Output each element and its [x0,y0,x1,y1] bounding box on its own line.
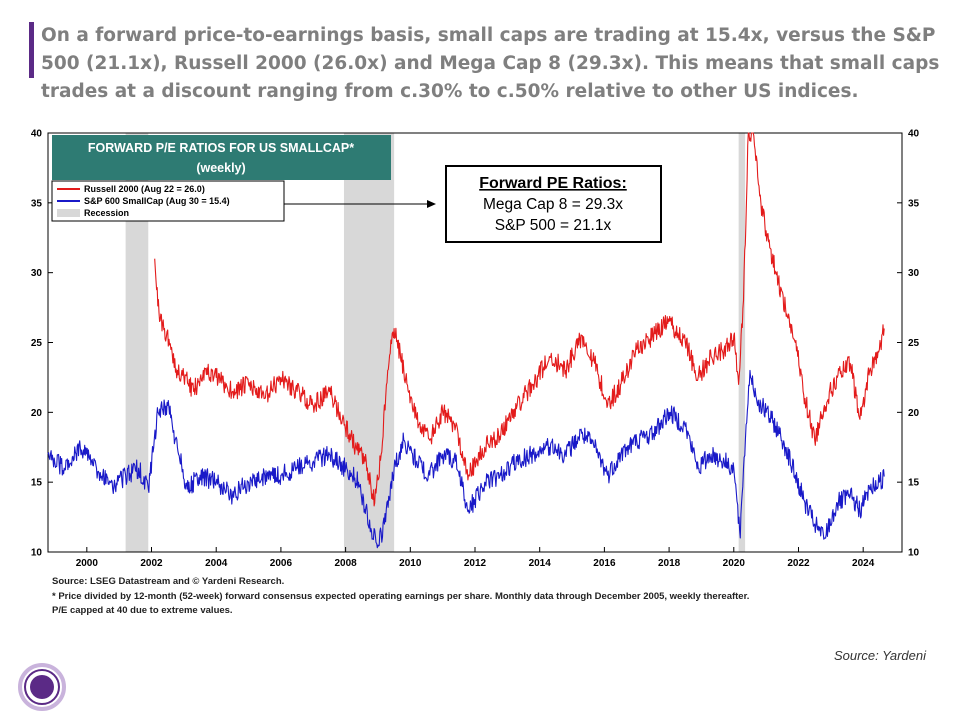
legend-label-russell: Russell 2000 (Aug 22 = 26.0) [84,184,205,194]
annotation-title: Forward PE Ratios: [479,175,627,192]
annotation-arrow-head [427,200,436,208]
x-tick-label: 2000 [76,558,99,569]
y-tick-label-right: 30 [908,268,920,279]
y-tick-label-right: 25 [908,338,920,349]
series-line-1 [47,369,885,549]
y-tick-label-left: 10 [31,548,43,559]
source-name: Yardeni [882,648,926,663]
y-axis-left: 10 15 20 25 30 35 40 [31,129,43,559]
chart-notes: Source: LSEG Datastream and © Yardeni Re… [52,575,749,619]
y-tick-label-left: 35 [31,198,43,209]
series-line-0 [154,132,885,507]
x-tick-label: 2024 [852,558,875,569]
headline-text: On a forward price-to-earnings basis, sm… [41,25,940,102]
chart-note-definition: * Price divided by 12-month (52-week) fo… [52,590,750,602]
y-tick-label-left: 20 [31,408,43,419]
x-tick-label: 2006 [270,558,293,569]
y-tick-label-left: 30 [31,268,43,279]
source-label: Source: [833,648,879,663]
x-tick-label: 2004 [205,558,228,569]
x-axis: 2000 2002 2004 2006 2008 2010 2012 2014 2016 2018… [76,547,875,569]
legend-label-recession: Recession [84,208,129,218]
legend-swatch-recession [57,209,80,217]
y-tick-label-left: 15 [31,478,43,489]
recession-band-1 [343,133,395,552]
recession-band-2 [738,133,746,552]
brand-logo-icon [18,663,66,711]
x-tick-label: 2020 [723,558,746,569]
legend-label-sp600: S&P 600 SmallCap (Aug 30 = 15.4) [84,196,230,206]
y-axis-right: 10 15 20 25 30 35 40 [908,129,920,559]
chart-title-box [52,135,391,180]
x-tick-label: 2002 [140,558,163,569]
x-tick-label: 2008 [334,558,357,569]
headline-accent-bar [29,22,34,78]
chart-note-source: Source: LSEG Datastream and © Yardeni Re… [52,576,285,587]
x-tick-label: 2012 [464,558,487,569]
x-tick-label: 2014 [529,558,552,569]
y-tick-label-left: 40 [31,129,43,140]
y-tick-label-left: 25 [31,338,43,349]
y-tick-label-right: 15 [908,478,920,489]
recession-band-0 [125,133,149,552]
chart-title: FORWARD P/E RATIOS FOR US SMALLCAP* [88,141,354,155]
source-credit: Source: Yardeni [834,648,926,663]
annotation-line-megacap: Mega Cap 8 = 29.3x [483,196,623,213]
y-tick-label-right: 20 [908,408,920,419]
y-tick-label-right: 40 [908,129,920,140]
y-tick-label-right: 10 [908,548,920,559]
x-tick-label: 2016 [593,558,616,569]
legend-box [51,180,285,222]
chart-subtitle: (weekly) [196,161,245,175]
annotation-box [445,165,662,243]
x-tick-label: 2022 [787,558,810,569]
y-tick-label-right: 35 [908,198,920,209]
chart-note-cap: P/E capped at 40 due to extreme values. [52,605,233,616]
series-lines [47,132,885,549]
recession-bands [125,133,746,552]
annotation-line-sp500: S&P 500 = 21.1x [495,217,612,234]
x-tick-label: 2018 [658,558,681,569]
x-tick-label: 2010 [399,558,422,569]
